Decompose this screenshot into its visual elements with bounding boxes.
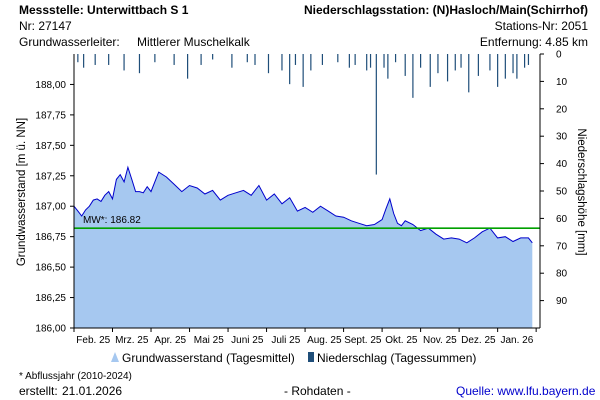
y-tick-label: 186,25 (35, 293, 66, 304)
aquifer-value: Mittlerer Muschelkalk (137, 35, 250, 49)
source-link[interactable]: Quelle: www.lfu.bayern.de (456, 384, 596, 398)
created-label: erstellt: (19, 384, 58, 398)
precip-station-number: Stations-Nr: 2051 (494, 19, 588, 33)
y2-tick-label: 20 (556, 104, 568, 115)
x-tick-label: Nov. 25 (423, 335, 457, 346)
x-tick-label: Mai 25 (194, 335, 224, 346)
y-tick-label: 186,75 (35, 232, 66, 243)
y-tick-label: 187,75 (35, 110, 66, 121)
y2-axis-title: Niederschlagshöhe [mm] (575, 128, 587, 255)
y2-tick-label: 10 (556, 77, 568, 88)
groundwater-line (73, 165, 533, 244)
y2-tick-label: 90 (556, 296, 568, 307)
station-number: Nr: 27147 (19, 19, 72, 33)
y2-tick-label: 40 (556, 159, 568, 170)
x-tick-label: Feb. 25 (76, 335, 110, 346)
y-tick-label: 186,50 (35, 263, 66, 274)
precipitation-bars (77, 54, 530, 175)
y-tick-label: 187,25 (35, 171, 66, 182)
x-tick-label: Juli 25 (271, 335, 300, 346)
x-tick-label: Dez. 25 (461, 335, 496, 346)
legend-precip-icon (308, 352, 314, 362)
x-tick-label: Aug. 25 (307, 335, 342, 346)
station-title: Messstelle: Unterwittbach S 1 (19, 3, 189, 17)
x-tick-label: Okt. 25 (385, 335, 418, 346)
y-tick-label: 188,00 (35, 80, 66, 91)
x-tick-label: Juni 25 (231, 335, 264, 346)
aquifer-label: Grundwasserleiter: (19, 35, 120, 49)
y-axis-title: Grundwasserstand [m ü. NN] (16, 118, 28, 266)
legend-groundwater-icon (111, 352, 119, 362)
y2-tick-label: 70 (556, 241, 568, 252)
y-tick-label: 186,00 (35, 324, 66, 335)
axes: 188,00 187,75 187,50 187,25 187,00 186,75 186,… (35, 50, 567, 347)
y2-tick-label: 30 (556, 132, 568, 143)
y2-tick-label: 60 (556, 214, 568, 225)
footnote: * Abflussjahr (2010-2024) (19, 371, 132, 382)
y2-tick-label: 0 (556, 50, 562, 61)
y2-tick-label: 80 (556, 269, 568, 280)
raw-data-note: - Rohdaten - (284, 384, 351, 398)
precip-station-title: Niederschlagsstation: (N)Hasloch/Main(Sc… (303, 3, 588, 17)
created-date: 21.01.2026 (62, 384, 123, 398)
y2-tick-label: 50 (556, 187, 568, 198)
x-tick-label: Sept. 25 (344, 335, 382, 346)
x-tick-label: Jan. 26 (500, 335, 533, 346)
distance: Entfernung: 4.85 km (479, 35, 588, 49)
mean-label: MW*: 186.82 (83, 215, 141, 226)
y-tick-label: 187,00 (35, 202, 66, 213)
legend-groundwater-label: Grundwasserstand (Tagesmittel) (122, 351, 295, 365)
x-tick-label: Mrz. 25 (115, 335, 149, 346)
y-tick-label: 187,50 (35, 141, 66, 152)
x-tick-label: Apr. 25 (154, 335, 186, 346)
legend-precip-label: Niederschlag (Tagessummen) (317, 351, 477, 365)
groundwater-area (74, 167, 533, 328)
